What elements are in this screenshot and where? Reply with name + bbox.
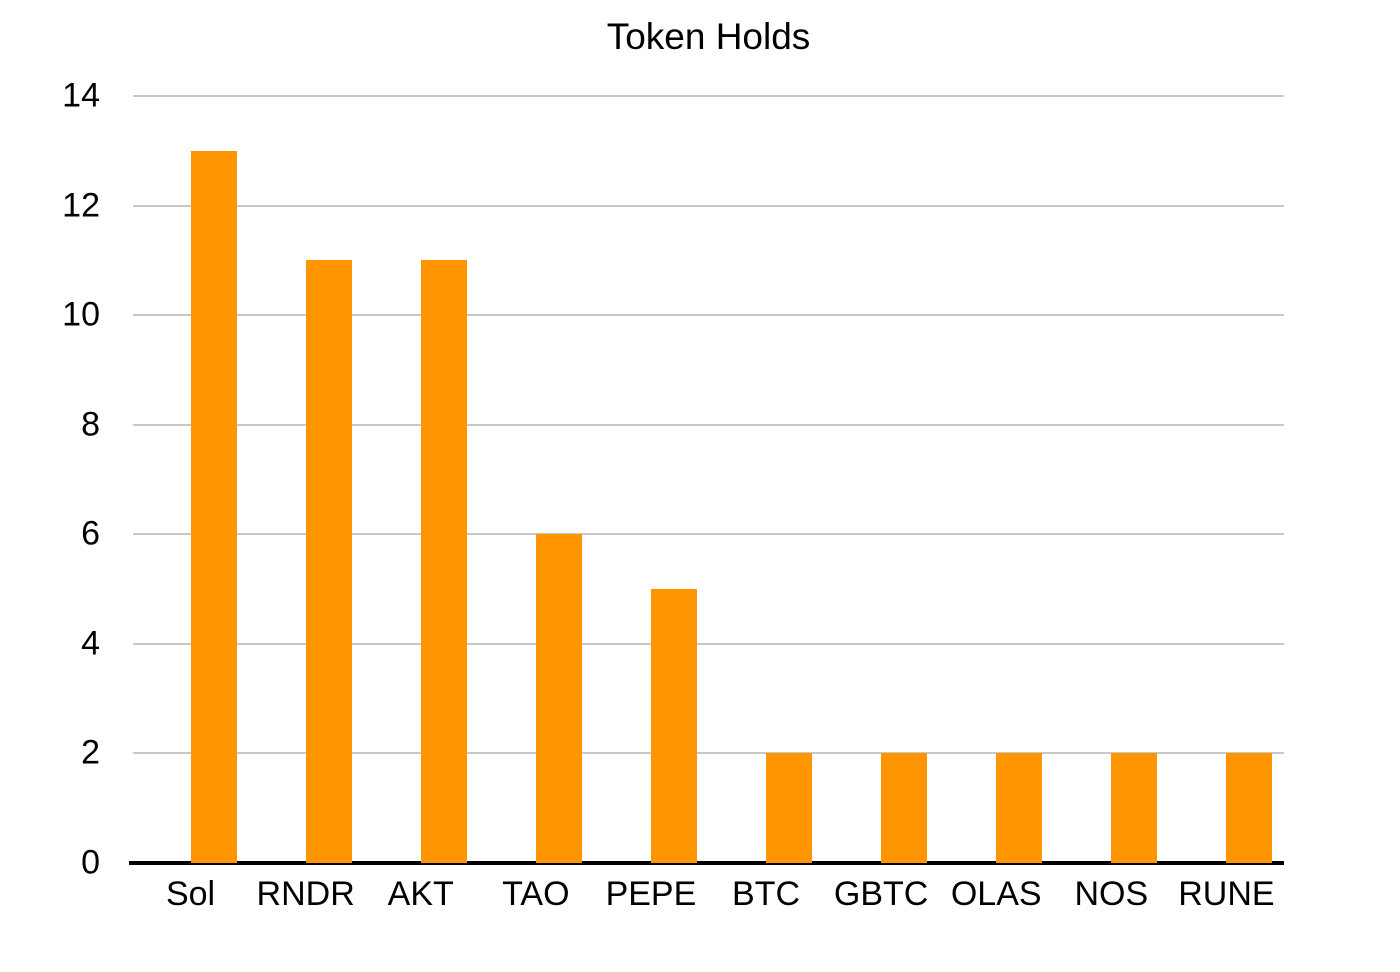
gridline-y-8 [133, 423, 1284, 426]
bar-rune [1226, 753, 1273, 863]
y-tick-label-6: 6 [81, 514, 100, 553]
bar-akt [420, 260, 467, 863]
x-tick-label-olas: OLAS [950, 875, 1042, 913]
y-tick-label-8: 8 [81, 405, 100, 444]
x-tick-label-rndr: RNDR [256, 875, 355, 913]
gridline-y-6 [133, 533, 1284, 536]
bar-rndr [305, 260, 352, 863]
gridline-y-12 [133, 204, 1284, 207]
x-tick-label-pepe: PEPE [605, 875, 697, 913]
bar-pepe [650, 589, 697, 863]
plot-area [129, 95, 1284, 865]
x-axis-category-labels: Sol RNDR AKT TAO PEPE BTC GBTC OLAS NOS RUNE [133, 875, 1284, 913]
x-axis-baseline [129, 861, 1284, 865]
gridline-y-4 [133, 642, 1284, 645]
y-axis-tick-labels: 0 2 4 6 8 10 12 14 [0, 78, 100, 879]
y-tick-label-2: 2 [81, 733, 100, 772]
chart-title: Token Holds [606, 16, 811, 57]
x-tick-label-akt: AKT [387, 875, 454, 913]
x-tick-label-gbtc: GBTC [833, 875, 929, 913]
bar-olas [996, 753, 1043, 863]
bar-tao [535, 534, 582, 863]
bar-gbtc [881, 753, 928, 863]
y-tick-label-12: 12 [62, 185, 100, 224]
x-tick-label-tao: TAO [502, 875, 570, 913]
y-tick-label-10: 10 [62, 295, 100, 334]
x-tick-label-sol: Sol [165, 875, 216, 913]
x-tick-label-rune: RUNE [1178, 875, 1275, 913]
y-tick-label-0: 0 [81, 843, 100, 882]
gridline-y-14 [133, 95, 1284, 97]
bar-sol [190, 150, 237, 863]
bar-nos [1111, 753, 1158, 863]
y-tick-label-14: 14 [62, 76, 100, 115]
gridline-y-2 [133, 752, 1284, 755]
gridline-y-10 [133, 314, 1284, 317]
bar-btc [766, 753, 813, 863]
y-tick-label-4: 4 [81, 624, 100, 663]
x-tick-label-nos: NOS [1074, 875, 1149, 913]
x-tick-label-btc: BTC [732, 875, 801, 913]
